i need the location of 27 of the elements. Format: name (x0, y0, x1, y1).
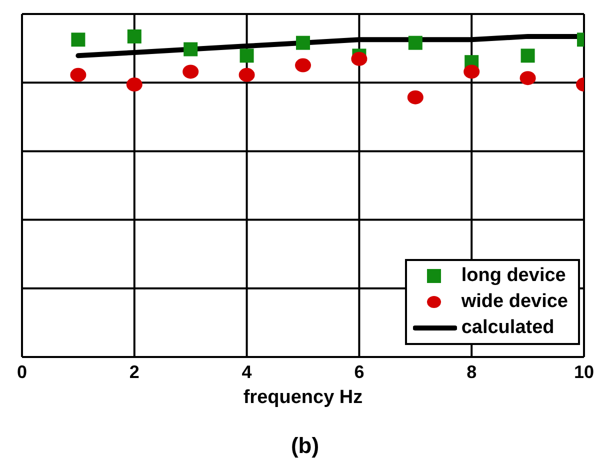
legend-label: wide device (461, 290, 568, 314)
point (182, 64, 199, 79)
x-tick-label: 4 (242, 362, 252, 382)
x-tick-label: 2 (129, 362, 140, 382)
point (240, 48, 254, 63)
point (408, 36, 422, 50)
point (184, 42, 198, 56)
legend-label: calculated (461, 316, 554, 340)
point (126, 78, 142, 92)
point (71, 32, 86, 47)
point (295, 58, 311, 72)
point (296, 36, 310, 50)
point (238, 68, 255, 82)
point (127, 29, 142, 44)
point (520, 48, 535, 63)
x-tick-label: 8 (466, 362, 477, 382)
point (70, 68, 86, 82)
point (464, 64, 480, 79)
text: (b) (290, 433, 320, 459)
x-axis-title: frequency Hz (243, 387, 363, 408)
point (520, 71, 536, 86)
x-tick-label: 10 (574, 362, 594, 382)
point (351, 52, 368, 66)
legend-label: long device (461, 264, 566, 288)
x-tick-label: 0 (16, 362, 28, 382)
point (407, 90, 424, 104)
x-tick-label: 6 (354, 362, 364, 382)
